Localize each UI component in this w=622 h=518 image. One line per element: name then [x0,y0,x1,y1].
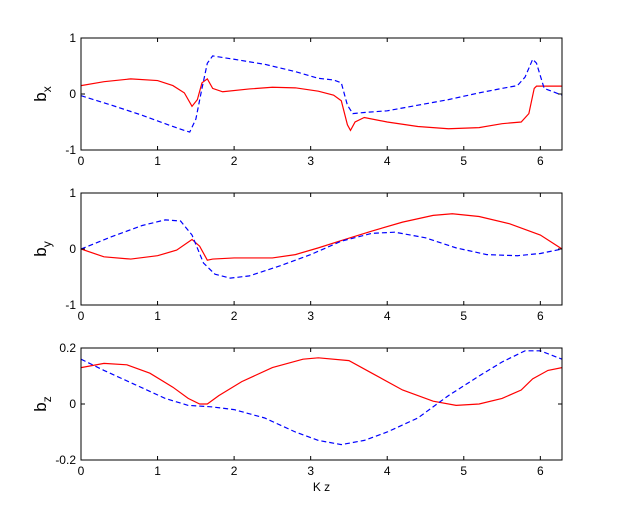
x-tick-label: 5 [460,309,467,323]
y-tick-label: 1 [69,186,76,200]
x-tick-label: 6 [537,154,544,168]
dashed-series-line [81,350,562,446]
x-tick-label: 6 [537,464,544,478]
dashed-series-line [81,55,562,133]
x-axis-label: K z [313,480,330,494]
x-tick-label: 0 [78,154,85,168]
x-tick-label: 0 [78,464,85,478]
x-tick-label: 2 [231,464,238,478]
x-tick-label: 2 [231,309,238,323]
axes-frame [80,347,563,461]
solid-series-line [81,357,562,407]
x-tick-label: 4 [384,464,391,478]
y-tick-label: 0 [69,87,76,101]
x-tick-label: 4 [384,309,391,323]
x-tick-label: 4 [384,154,391,168]
solid-series-line [81,77,562,132]
x-tick-label: 6 [537,309,544,323]
dashed-series-line [81,219,562,279]
x-tick-label: 1 [154,154,161,168]
y-axis-label: by [31,241,54,256]
x-tick-label: 0 [78,309,85,323]
axes-frame [80,192,563,306]
y-tick-label: -0.2 [55,453,76,467]
y-tick-label: 0 [69,397,76,411]
y-axis-label: bz [31,396,54,411]
x-tick-label: 5 [460,154,467,168]
x-tick-label: 1 [154,464,161,478]
solid-series-line [81,213,562,261]
y-tick-label: -1 [65,143,76,157]
x-tick-label: 5 [460,464,467,478]
x-tick-label: 2 [231,154,238,168]
y-tick-label: 0 [69,242,76,256]
y-axis-label: bx [31,86,54,101]
x-tick-label: 1 [154,309,161,323]
axes-frame [80,37,563,151]
y-tick-label: 1 [69,31,76,45]
y-tick-label: -1 [65,298,76,312]
x-tick-label: 3 [307,464,314,478]
x-tick-label: 3 [307,154,314,168]
x-tick-label: 3 [307,309,314,323]
y-tick-label: 0.2 [59,341,76,355]
